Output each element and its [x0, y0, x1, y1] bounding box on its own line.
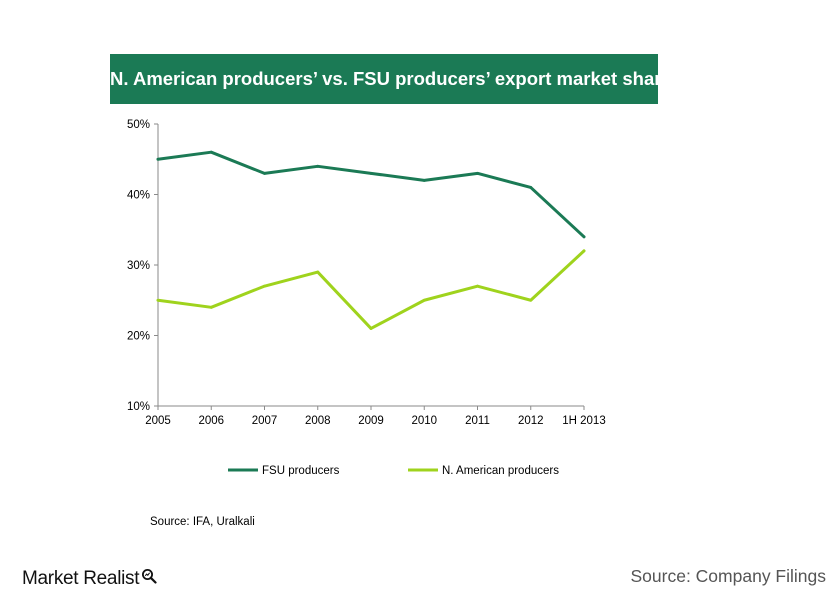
data-point	[476, 284, 479, 288]
data-point	[209, 305, 213, 309]
chart-source-note: Source: IFA, Uralkali	[150, 516, 255, 528]
series-lines	[156, 150, 586, 330]
data-point	[156, 298, 160, 302]
data-point	[209, 150, 213, 154]
magnifier-icon	[142, 569, 157, 584]
data-point	[582, 235, 586, 239]
brand-name: Market Realist	[22, 568, 140, 589]
data-point	[582, 249, 586, 253]
x-tick-label: 2012	[518, 415, 544, 427]
brand-logo: Market Realist	[22, 568, 157, 590]
chart-title: N. American producers’ vs. FSU producers…	[110, 54, 672, 104]
x-tick-label: 2006	[198, 415, 224, 427]
page-source: Source: Company Filings	[630, 566, 827, 586]
y-tick-label: 50%	[127, 119, 150, 131]
data-point	[316, 270, 320, 274]
series-line-n-american-producers	[156, 249, 586, 330]
data-point	[369, 171, 373, 175]
y-tick-label: 20%	[127, 331, 150, 343]
x-tick-label: 2011	[465, 415, 490, 427]
legend-label: N. American producers	[442, 465, 559, 477]
data-point	[529, 186, 533, 189]
data-point	[263, 171, 266, 175]
series-line-fsu-producers	[156, 150, 586, 239]
y-tick-label: 30%	[127, 260, 150, 272]
x-tick-label: 2008	[305, 415, 331, 427]
chart-axes	[154, 123, 585, 410]
x-tick-label: 2005	[145, 415, 171, 427]
y-tick-label: 10%	[127, 401, 150, 413]
y-axis-labels: 10% 20% 30% 40% 50%	[127, 119, 150, 413]
legend: FSU producers N. American producers	[228, 465, 559, 477]
y-tick-label: 40%	[127, 190, 150, 202]
legend-label: FSU producers	[262, 465, 340, 477]
data-point	[156, 157, 160, 161]
data-point	[369, 327, 373, 330]
x-tick-label: 2009	[358, 415, 384, 427]
data-point	[316, 164, 320, 168]
x-axis-labels: 2005 2006 2007 2008 2009 2010 2011 2012 1H 2013	[145, 415, 606, 427]
x-tick-label: 2007	[252, 415, 278, 427]
data-point	[263, 284, 266, 288]
data-point	[476, 171, 479, 175]
x-tick-label: 2010	[411, 415, 437, 427]
data-point	[529, 298, 533, 302]
data-point	[422, 179, 426, 182]
x-tick-label: 1H 2013	[562, 415, 605, 427]
data-point	[422, 298, 426, 302]
